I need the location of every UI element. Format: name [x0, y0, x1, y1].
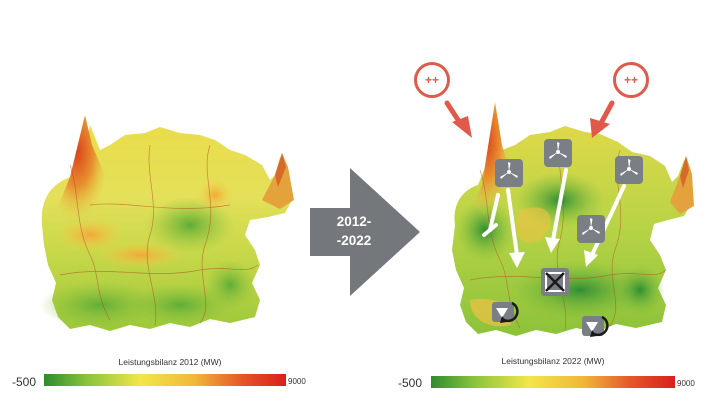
wind-turbine-icon	[615, 156, 643, 184]
callout-right: ++	[613, 62, 649, 98]
legend-min-2012: -500	[12, 375, 37, 389]
transition-label: 2012- -2022	[336, 214, 372, 248]
wind-turbine-icon	[544, 139, 572, 167]
map-2012	[30, 105, 300, 340]
legend-scale-2022	[431, 376, 675, 388]
cycle-storage-icon	[580, 312, 620, 340]
wind-turbine-icon	[577, 215, 605, 243]
flow-arrow-2	[488, 193, 500, 232]
transition-arrow	[310, 168, 420, 296]
legend-scale-2012	[44, 374, 286, 386]
flow-arrow-1	[506, 188, 519, 257]
wind-turbine-icon	[495, 159, 523, 187]
legend-title-2012: Leistungsbilanz 2012 (MW)	[118, 357, 222, 367]
flow-arrow-3	[551, 168, 568, 242]
callout-left: ++	[414, 62, 450, 98]
callout-arrowhead-right	[590, 118, 610, 138]
callout-arrow-right	[597, 100, 615, 128]
crossed-box-icon	[541, 268, 569, 296]
legend-max-2022: 9000	[677, 379, 695, 388]
legend-max-2012: 9000	[288, 377, 306, 386]
callout-right-label: ++	[623, 73, 638, 87]
legend-min-2022: -500	[398, 376, 423, 390]
legend-title-2022: Leistungsbilanz 2022 (MW)	[501, 356, 605, 366]
flow-arrow-4	[590, 184, 626, 257]
cycle-storage-icon	[490, 298, 530, 326]
callout-arrowhead-left	[452, 116, 472, 138]
callout-left-label: ++	[424, 73, 439, 87]
